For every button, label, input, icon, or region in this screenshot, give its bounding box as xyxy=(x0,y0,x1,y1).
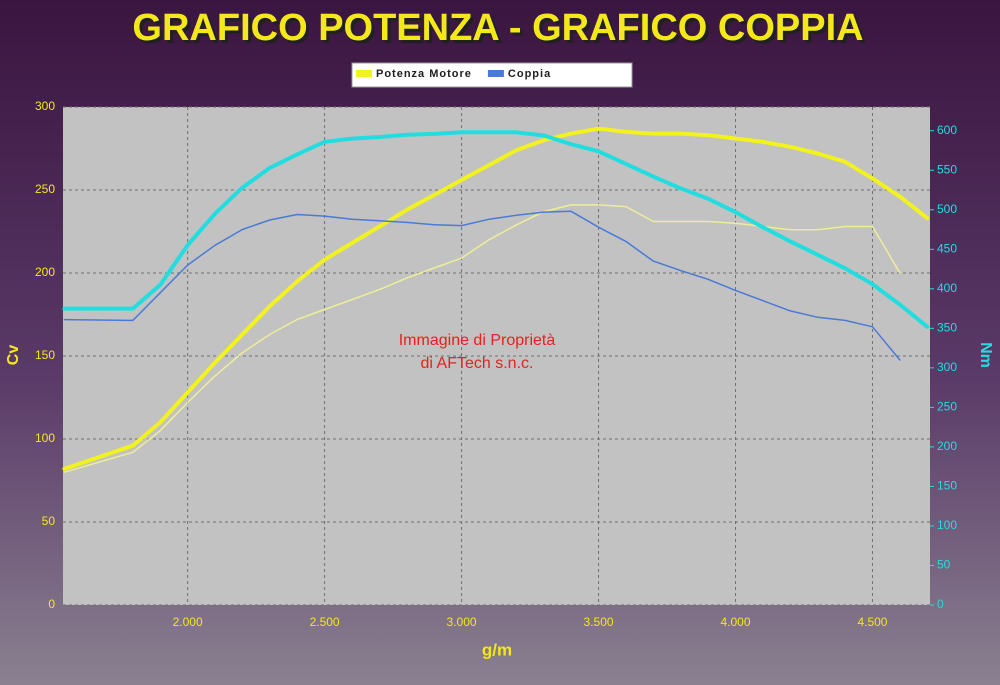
legend-box xyxy=(351,62,633,88)
y2-tick-label: 400 xyxy=(937,281,957,295)
annotation: Immagine di Proprietà xyxy=(399,332,556,349)
y2-tick-label: 550 xyxy=(937,162,957,176)
y2-tick-label: 50 xyxy=(937,558,951,572)
x-tick-label: 2.500 xyxy=(310,615,340,629)
y-tick-label: 200 xyxy=(35,265,55,279)
x-tick-label: 4.000 xyxy=(720,615,750,629)
y-tick-label: 250 xyxy=(35,182,55,196)
series-line xyxy=(62,130,930,329)
y2-tick-label: 500 xyxy=(937,202,957,216)
series-line xyxy=(63,204,901,473)
x-tick-label: 3.000 xyxy=(447,615,477,629)
y-tick-label: 300 xyxy=(35,99,55,113)
x-axis-label: g/m xyxy=(482,640,512,659)
y2-tick-label: 300 xyxy=(937,360,957,374)
x-tick-label: 2.000 xyxy=(173,615,203,629)
y2-tick-label: 0 xyxy=(937,597,944,611)
y2-axis-label: Nm xyxy=(977,342,994,368)
legend-label: Coppia xyxy=(508,68,551,80)
legend-label: Potenza Motore xyxy=(376,68,472,80)
y2-tick-label: 200 xyxy=(937,439,957,453)
legend-swatch xyxy=(487,70,504,77)
y2-tick-label: 350 xyxy=(937,321,957,335)
y-tick-label: 100 xyxy=(35,431,55,445)
x-tick-label: 3.500 xyxy=(584,615,614,629)
y2-tick-label: 100 xyxy=(937,518,957,532)
y-tick-label: 0 xyxy=(48,597,55,611)
y2-tick-label: 250 xyxy=(937,400,957,414)
legend-swatch xyxy=(356,70,372,77)
series-line xyxy=(63,210,901,361)
y2-tick-label: 150 xyxy=(937,479,957,493)
y2-tick-label: 450 xyxy=(937,241,957,255)
annotation: di AFTech s.n.c. xyxy=(421,355,534,372)
y-tick-label: 150 xyxy=(35,348,55,362)
x-tick-label: 4.500 xyxy=(857,615,887,629)
chart-title: GRAFICO POTENZA - GRAFICO COPPIA xyxy=(132,7,863,49)
y-tick-label: 50 xyxy=(42,514,56,528)
legend: Potenza Motore Coppia xyxy=(351,62,633,88)
y-axis-label: Cv xyxy=(5,345,22,366)
title-shadow: GRAFICO POTENZA - GRAFICO COPPIA xyxy=(135,10,866,52)
series-line xyxy=(62,126,930,471)
y2-tick-label: 600 xyxy=(937,123,957,137)
